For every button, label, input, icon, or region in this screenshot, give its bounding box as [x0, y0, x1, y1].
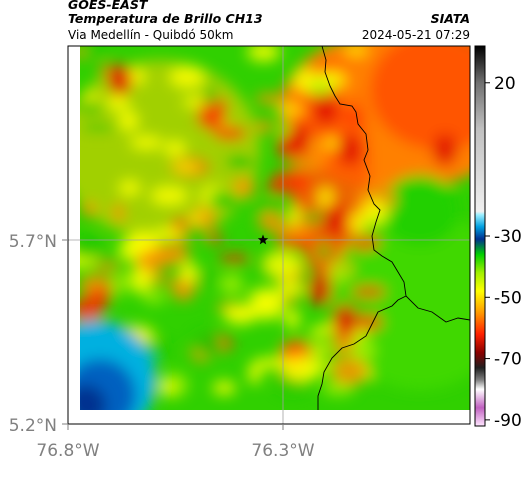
colorbar-tick-label: -50: [494, 288, 522, 308]
colorbar: 20 -30 -50 -70 -90: [474, 45, 522, 431]
product-title: Temperatura de Brillo CH13: [68, 11, 263, 26]
region-subtitle: Via Medellín - Quibdó 50km: [68, 28, 234, 42]
satellite-title: GOES-EAST: [68, 0, 148, 12]
x-tick-label: 76.3°W: [251, 441, 314, 461]
x-tick-label: 76.8°W: [36, 441, 99, 461]
brightness-temperature-map: [68, 46, 470, 424]
colorbar-tick-label: -70: [494, 350, 522, 370]
y-tick-label: 5.2°N: [9, 416, 57, 436]
map-no-data-left: [68, 46, 80, 424]
y-tick-label: 5.7°N: [9, 232, 57, 252]
timestamp-label: 2024-05-21 07:29: [361, 28, 470, 42]
colorbar-tick-label: -30: [494, 227, 522, 247]
colorbar-tick-label: 20: [494, 74, 516, 94]
map-frame: [67, 45, 471, 425]
map-no-data-strip: [68, 410, 470, 424]
department-boundary: [317, 46, 470, 410]
colorbar-gradient: [475, 46, 485, 426]
location-star-marker: [257, 234, 269, 245]
agency-label: SIATA: [430, 11, 470, 26]
colorbar-tick-label: -90: [494, 411, 522, 431]
